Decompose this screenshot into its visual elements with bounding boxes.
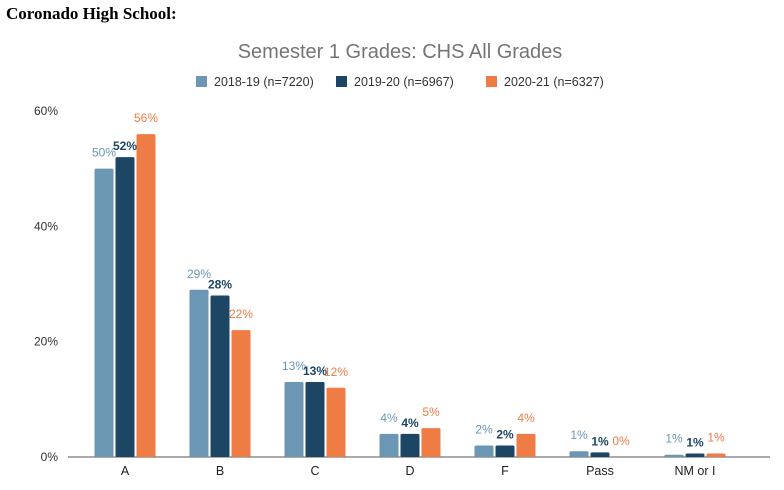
chart-title: Semester 1 Grades: CHS All Grades bbox=[238, 41, 563, 63]
bar bbox=[516, 433, 536, 457]
legend-swatch bbox=[486, 76, 497, 87]
bar bbox=[305, 382, 325, 457]
axes: 0% 20% 40% 60% A B C D F Pass NM or I bbox=[34, 104, 770, 478]
bar bbox=[421, 428, 441, 457]
data-label: 4% bbox=[517, 411, 535, 425]
data-label: 1% bbox=[591, 434, 609, 448]
bar bbox=[115, 157, 135, 457]
bar bbox=[136, 134, 156, 458]
data-label: 22% bbox=[229, 307, 253, 321]
data-label: 2% bbox=[496, 427, 514, 441]
y-tick-label: 0% bbox=[41, 450, 59, 464]
y-tick-label: 20% bbox=[34, 335, 58, 349]
x-tick-label: A bbox=[121, 464, 130, 478]
bar bbox=[706, 453, 726, 457]
data-label: 29% bbox=[187, 267, 211, 281]
data-label: 52% bbox=[113, 139, 137, 153]
x-tick-label: NM or I bbox=[675, 464, 716, 478]
data-label: 56% bbox=[134, 111, 158, 125]
data-label: 4% bbox=[380, 411, 398, 425]
data-label: 1% bbox=[665, 432, 683, 446]
bar bbox=[569, 451, 589, 457]
bar bbox=[379, 433, 399, 457]
legend-swatch bbox=[336, 76, 347, 87]
legend-label: 2020-21 (n=6327) bbox=[504, 75, 604, 89]
x-tick-label: D bbox=[405, 464, 414, 478]
bar bbox=[474, 445, 494, 457]
legend-swatch bbox=[196, 76, 207, 87]
data-label: 1% bbox=[570, 428, 588, 442]
bar bbox=[94, 168, 114, 457]
data-label: 13% bbox=[282, 359, 306, 373]
data-label: 50% bbox=[92, 146, 116, 160]
bar bbox=[189, 289, 209, 457]
data-label: 1% bbox=[707, 431, 725, 445]
x-tick-label: B bbox=[216, 464, 224, 478]
y-tick-label: 40% bbox=[34, 219, 58, 233]
data-label: 1% bbox=[686, 436, 704, 450]
y-tick-label: 60% bbox=[34, 104, 58, 118]
school-heading: Coronado High School: bbox=[6, 4, 177, 23]
bar bbox=[231, 330, 251, 457]
bar bbox=[590, 452, 610, 457]
data-label: 13% bbox=[303, 364, 327, 378]
x-tick-label: Pass bbox=[586, 464, 614, 478]
legend-label: 2018-19 (n=7220) bbox=[214, 75, 314, 89]
data-label: 4% bbox=[401, 416, 419, 430]
data-label: 12% bbox=[324, 365, 348, 379]
bars: 50%52%56%29%28%22%13%13%12%4% 4%5%2% 2%4%1… bbox=[92, 111, 726, 458]
bar bbox=[400, 433, 420, 457]
legend-label: 2019-20 (n=6967) bbox=[354, 75, 454, 89]
legend: 2018-19 (n=7220) 2019-20 (n=6967) 2020-21 … bbox=[196, 75, 604, 89]
bar bbox=[284, 382, 304, 457]
x-tick-label: C bbox=[310, 464, 319, 478]
bar bbox=[326, 387, 346, 457]
bar bbox=[210, 295, 230, 457]
data-label: 5% bbox=[422, 405, 440, 419]
data-label: 28% bbox=[208, 278, 232, 292]
data-label: 0% bbox=[612, 434, 630, 448]
bar bbox=[495, 445, 515, 457]
x-tick-label: F bbox=[501, 464, 509, 478]
bar bbox=[685, 453, 705, 457]
bar bbox=[664, 454, 684, 457]
data-label: 2% bbox=[475, 422, 493, 436]
